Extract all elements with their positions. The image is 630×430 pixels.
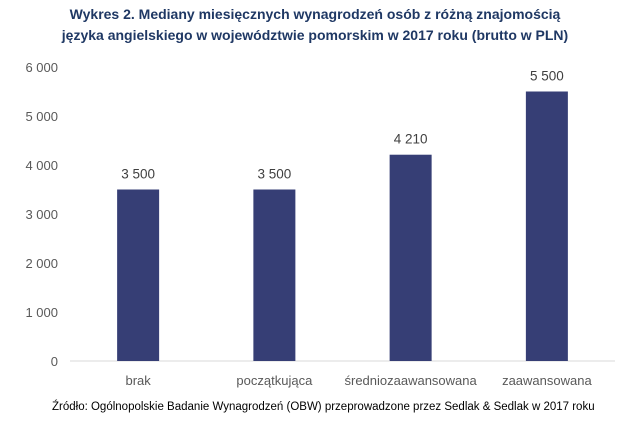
y-tick-label: 1 000 (25, 305, 58, 320)
bar (117, 189, 160, 361)
data-label: 5 500 (530, 69, 564, 84)
data-label: 3 500 (257, 167, 291, 182)
y-tick-label: 6 000 (25, 60, 58, 75)
x-tick-label: brak (125, 373, 151, 388)
y-tick-label: 2 000 (25, 256, 58, 271)
data-label: 3 500 (121, 167, 155, 182)
bar (389, 154, 432, 361)
y-tick-label: 5 000 (25, 109, 58, 124)
data-label: 4 210 (394, 132, 428, 147)
bar (253, 189, 296, 361)
x-tick-label: zaawansowana (502, 373, 592, 388)
y-tick-label: 0 (51, 354, 58, 369)
chart-title: Wykres 2. Mediany miesięcznych wynagrodz… (0, 4, 630, 46)
bar (525, 91, 568, 361)
y-tick-label: 3 000 (25, 207, 58, 222)
x-tick-label: średniozaawansowana (344, 373, 477, 388)
y-tick-label: 4 000 (25, 158, 58, 173)
chart-title-line-1: Wykres 2. Mediany miesięcznych wynagrodz… (69, 6, 561, 22)
source-note: Źródło: Ogólnopolskie Badanie Wynagrodze… (52, 401, 595, 413)
chart-title-line-2: języka angielskiego w województwie pomor… (61, 27, 569, 43)
x-tick-label: początkująca (236, 373, 313, 388)
